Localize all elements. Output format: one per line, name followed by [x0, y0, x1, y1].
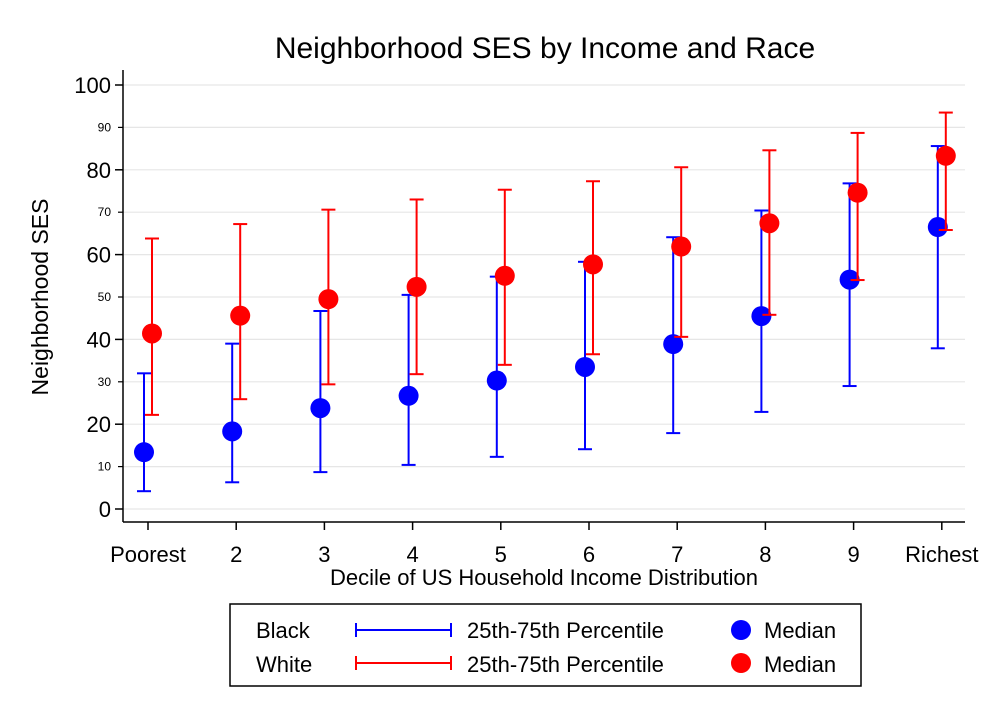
- legend-white-median-label: Median: [764, 652, 836, 677]
- legend-white-median-marker: [731, 653, 751, 673]
- black-median-point: [751, 306, 772, 327]
- gridlines: [123, 84, 965, 510]
- y-major-tick-label: 40: [87, 327, 111, 352]
- x-tick-label: 4: [406, 542, 418, 567]
- legend-black-median-label: Median: [764, 618, 836, 643]
- white-median-point: [759, 213, 780, 234]
- y-axis-label: Neighborhood SES: [27, 199, 53, 396]
- white-median-point: [935, 145, 956, 166]
- y-axis: 0 20 40 60 80 100 10 30 50 70 90: [74, 70, 124, 522]
- legend-box: [229, 603, 862, 687]
- y-major-tick-label: 80: [87, 158, 111, 183]
- chart-title: Neighborhood SES by Income and Race: [275, 32, 815, 65]
- plot-marks: [134, 111, 956, 493]
- legend-white-range-symbol: [355, 656, 452, 670]
- legend-black-range-label: 25th-75th Percentile: [467, 618, 664, 643]
- white-median-point: [230, 305, 251, 326]
- white-median-point: [494, 265, 515, 286]
- black-median-point: [222, 421, 243, 442]
- x-tick-label: 5: [495, 542, 507, 567]
- x-tick-label: 9: [847, 542, 859, 567]
- black-median-point: [663, 334, 684, 355]
- white-median-point: [406, 276, 427, 297]
- x-tick-label: 8: [759, 542, 771, 567]
- y-minor-tick-label: 30: [98, 375, 112, 389]
- y-major-tick-label: 0: [99, 497, 111, 522]
- black-median-point: [134, 442, 154, 463]
- y-minor-tick-label: 90: [98, 120, 112, 134]
- y-minor-tick-label: 50: [98, 290, 112, 304]
- x-tick-label: 6: [583, 542, 595, 567]
- y-minor-tick-label: 70: [98, 205, 112, 219]
- y-major-tick-label: 60: [87, 243, 111, 268]
- legend-white-range-label: 25th-75th Percentile: [467, 652, 664, 677]
- legend-black-label: Black: [256, 618, 311, 643]
- y-major-tick-label: 100: [74, 73, 111, 98]
- x-axis-label: Decile of US Household Income Distributi…: [330, 565, 758, 590]
- black-median-point: [486, 370, 507, 391]
- black-median-point: [575, 356, 595, 377]
- x-tick-label: Poorest: [110, 542, 186, 567]
- black-median-point: [310, 398, 331, 419]
- x-tick-label: 3: [318, 542, 330, 567]
- white-median-point: [142, 323, 162, 344]
- black-median-point: [398, 385, 419, 406]
- white-median-point: [671, 236, 692, 257]
- x-axis: Poorest 2 3 4 5 6 7 8 9 Richest: [110, 521, 978, 567]
- white-median-point: [847, 182, 868, 203]
- x-tick-label: 2: [230, 542, 242, 567]
- legend-black-range-symbol: [355, 623, 452, 637]
- x-tick-label: Richest: [905, 542, 978, 567]
- legend: Black White 25th-75th Percentile 25th-75…: [229, 603, 862, 687]
- white-median-point: [318, 289, 339, 310]
- x-tick-label: 7: [671, 542, 683, 567]
- legend-black-median-marker: [731, 620, 751, 640]
- black-median-point: [927, 217, 948, 238]
- y-minor-tick-label: 10: [98, 460, 112, 474]
- black-median-point: [839, 269, 860, 290]
- white-median-point: [583, 254, 603, 275]
- y-major-tick-label: 20: [87, 412, 111, 437]
- legend-white-label: White: [256, 652, 312, 677]
